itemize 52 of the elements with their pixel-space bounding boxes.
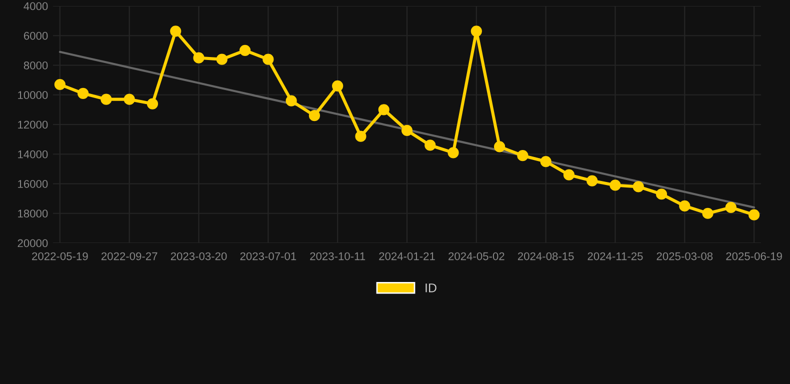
point (146, 98, 158, 110)
point (448, 147, 459, 158)
x-tick-label: 2023-10-11 (310, 252, 366, 260)
y-tick-label: 12000 (18, 120, 48, 129)
point (679, 200, 690, 212)
point (610, 180, 621, 191)
x-tick-label: 2023-03-20 (170, 252, 227, 260)
point (262, 54, 274, 65)
x-tick-label: 2022-05-19 (32, 252, 88, 260)
point (308, 110, 320, 122)
x-tick-label: 2023-07-01 (240, 252, 296, 260)
point (78, 88, 89, 99)
point (378, 104, 390, 116)
point (470, 26, 482, 37)
y-tick-label: 10000 (18, 91, 48, 100)
x-tick-label: 2024-01-21 (379, 252, 435, 260)
x-tick-label: 2022-09-27 (101, 252, 158, 260)
point (632, 181, 644, 192)
point (424, 140, 436, 151)
y-tick-label: 16000 (18, 180, 48, 188)
point (216, 54, 228, 65)
y-tick-label: 14000 (18, 150, 48, 158)
point (586, 175, 598, 186)
point (286, 95, 297, 106)
point (725, 202, 736, 214)
point (656, 188, 668, 200)
point (748, 209, 760, 220)
x-tick-label: 2024-11-25 (588, 252, 643, 260)
y-tick-label: 6000 (24, 32, 48, 40)
legend-label: ID (426, 284, 436, 292)
y-tick-label: 4000 (24, 2, 48, 10)
point (239, 44, 251, 56)
x-tick-label: 2024-08-15 (518, 252, 574, 260)
y-tick-label: 18000 (18, 210, 48, 218)
point (332, 80, 344, 92)
point (563, 169, 575, 180)
y-tick-label: 20000 (18, 239, 48, 248)
point (170, 26, 182, 37)
point (193, 52, 204, 64)
x-tick-label: 2025-06-19 (726, 252, 782, 260)
point (494, 141, 506, 152)
point (540, 156, 552, 168)
x-tick-label: 2024-05-02 (448, 252, 504, 260)
point (100, 94, 112, 105)
point (54, 78, 66, 90)
point (702, 208, 714, 219)
point (401, 124, 413, 136)
x-tick-label: 2025-03-08 (656, 252, 713, 260)
y-tick-label: 8000 (24, 62, 48, 70)
point (517, 150, 528, 162)
point (355, 130, 366, 142)
point (124, 94, 135, 105)
